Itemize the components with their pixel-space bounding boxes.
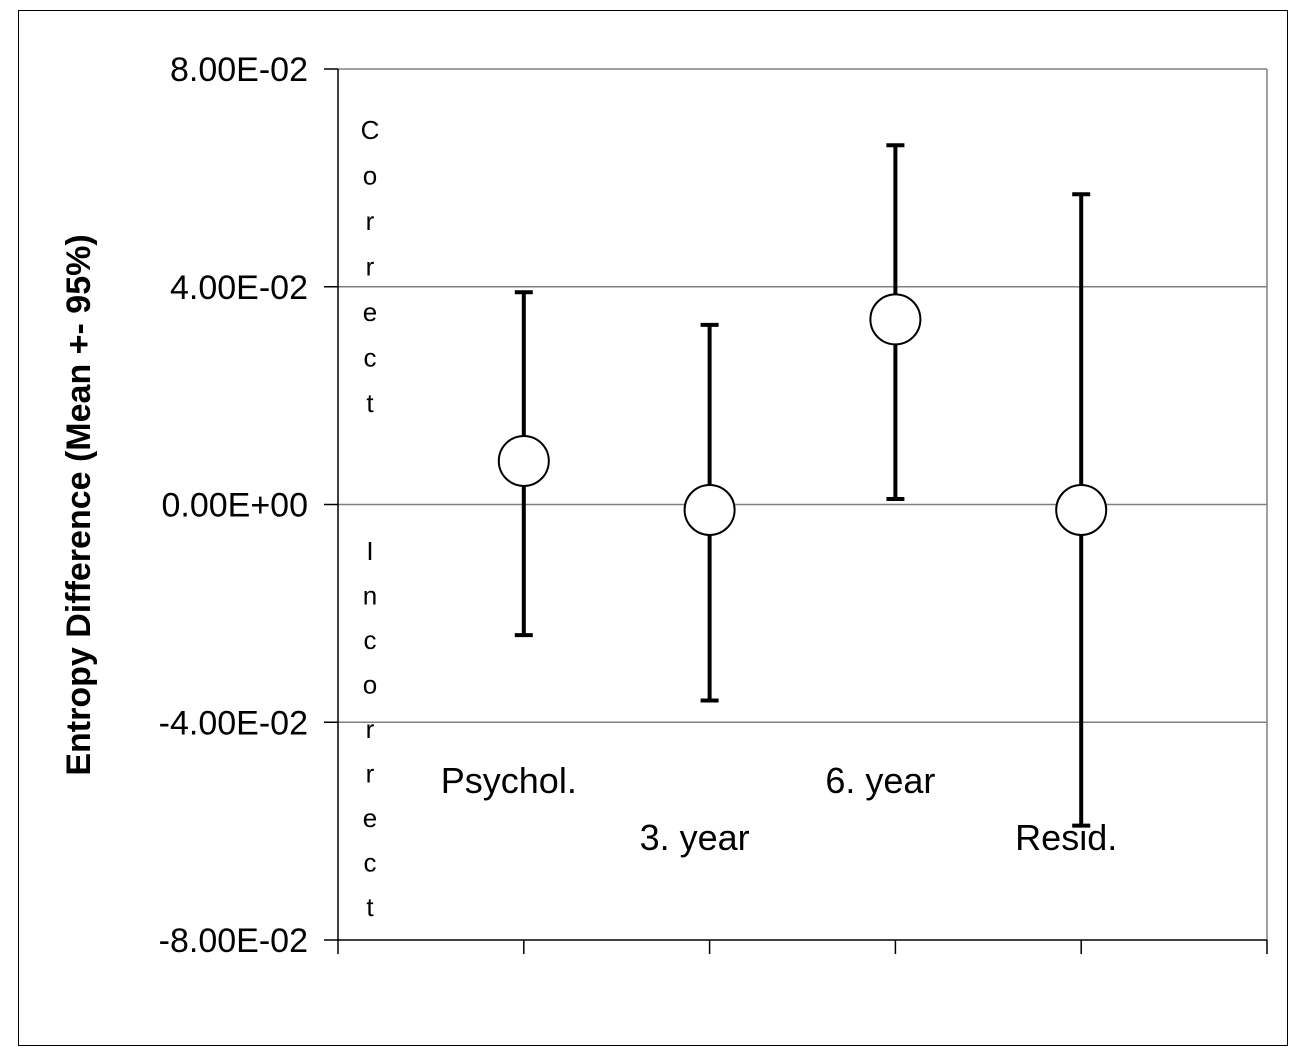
region-label-upper-letter: r	[366, 206, 375, 236]
mean-marker	[869, 293, 922, 346]
region-label-lower-letter: e	[363, 803, 377, 833]
region-label-upper-letter: c	[364, 343, 377, 373]
mean-marker	[683, 483, 736, 536]
region-label-lower-letter: n	[363, 581, 377, 611]
region-label-lower-letter: I	[366, 536, 373, 566]
y-axis-title: Entropy Difference (Mean +- 95%)	[60, 234, 98, 775]
region-label-lower-letter: t	[366, 892, 374, 922]
y-tick-label: 4.00E-02	[170, 269, 308, 307]
region-label-upper-letter: o	[363, 161, 377, 191]
y-tick-label: -8.00E-02	[159, 922, 308, 960]
mean-marker	[497, 434, 550, 487]
region-label-lower-letter: r	[366, 759, 375, 789]
region-label-upper-letter: t	[366, 388, 374, 418]
region-label-upper-letter: e	[363, 297, 377, 327]
category-label: Psychol.	[441, 760, 577, 801]
category-label: 3. year	[640, 817, 750, 858]
category-label: 6. year	[825, 760, 935, 801]
y-tick-label: -4.00E-02	[159, 704, 308, 742]
y-tick-label: 8.00E-02	[170, 51, 308, 89]
category-label: Resid.	[1015, 817, 1117, 858]
region-label-lower-letter: o	[363, 670, 377, 700]
region-label-upper-letter: C	[361, 115, 380, 145]
region-label-lower-letter: c	[364, 848, 377, 878]
chart-frame	[18, 10, 1288, 1046]
y-tick-label: 0.00E+00	[161, 487, 308, 525]
mean-marker	[1055, 483, 1108, 536]
region-label-lower-letter: r	[366, 714, 375, 744]
region-label-lower-letter: c	[364, 625, 377, 655]
region-label-upper-letter: r	[366, 252, 375, 282]
